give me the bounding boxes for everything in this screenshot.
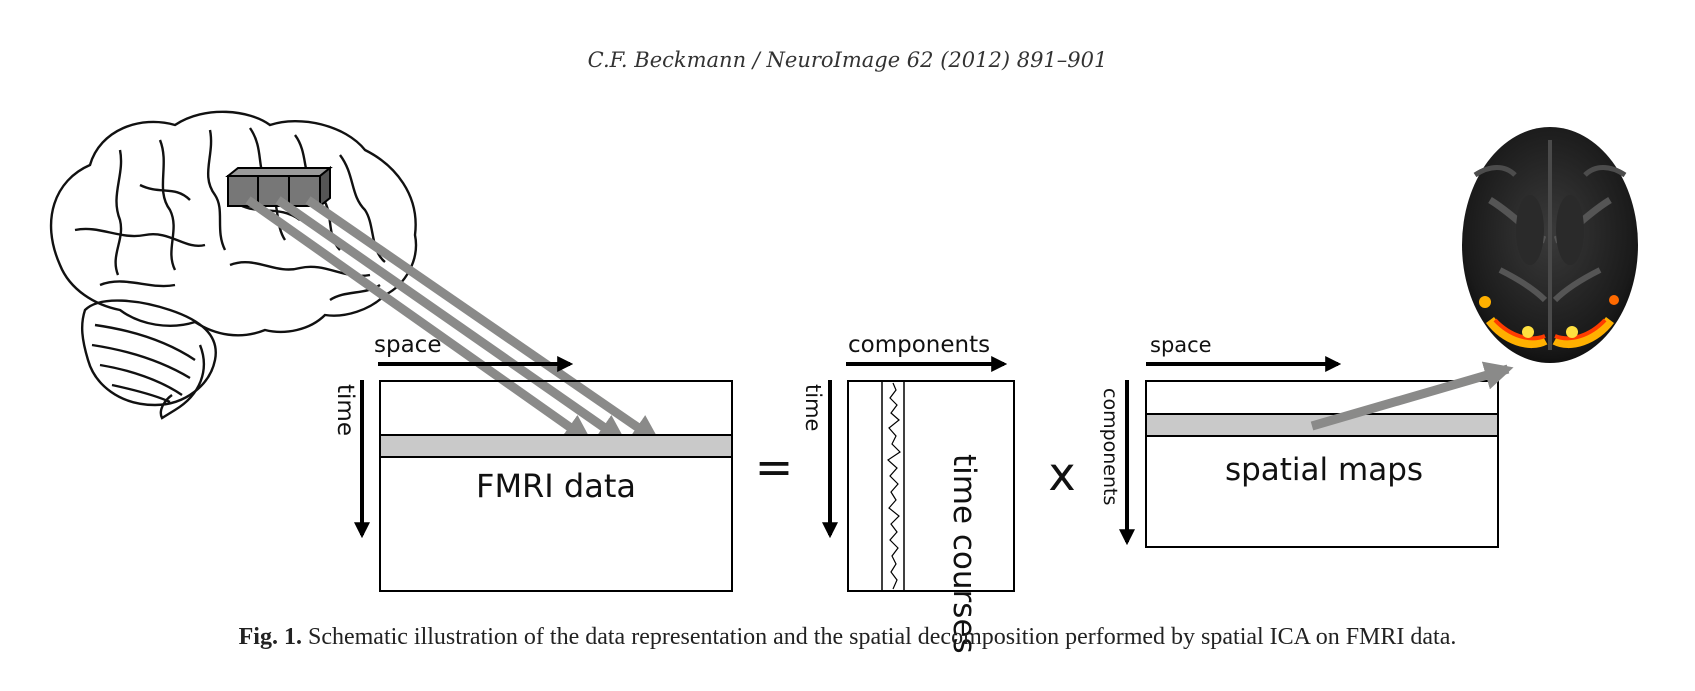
fmri-data-block: space time FMRI data (332, 332, 733, 592)
fmri-data-matrix (379, 380, 733, 592)
brain-illustration (49, 110, 418, 420)
fmri-space-label: space (374, 332, 441, 358)
map-projection-arrow (1310, 361, 1514, 431)
fmri-time-label: time (332, 384, 358, 436)
time-course-column (881, 380, 905, 592)
maps-components-label: components (1099, 388, 1121, 505)
voxel-projection-arrows (245, 196, 661, 444)
figure-caption: Fig. 1. Schematic illustration of the da… (0, 624, 1695, 651)
time-courses-matrix (847, 380, 1015, 592)
brain-slice-activation-map (1462, 127, 1638, 363)
timecourse-time-label: time (801, 384, 825, 431)
fmri-timepoint-row (379, 434, 733, 458)
time-course-signal (887, 382, 901, 590)
fmri-data-label: FMRI data (476, 467, 636, 505)
spatial-maps-matrix (1145, 380, 1499, 548)
time-courses-block: components time time courses (801, 332, 1015, 654)
caption-figure-number: Fig. 1. (238, 624, 302, 650)
spatial-maps-block: space components spatial maps (1099, 333, 1514, 548)
spatial-maps-label: spatial maps (1225, 452, 1423, 488)
timecourse-components-label: components (848, 332, 990, 358)
caption-text: Schematic illustration of the data repre… (301, 624, 1457, 650)
maps-space-label: space (1150, 333, 1212, 357)
equals-sign: = (755, 440, 794, 494)
multiply-sign: x (1048, 447, 1075, 501)
journal-citation-header: C.F. Beckmann / NeuroImage 62 (2012) 891… (587, 48, 1108, 72)
time-courses-label: time courses (946, 454, 982, 654)
